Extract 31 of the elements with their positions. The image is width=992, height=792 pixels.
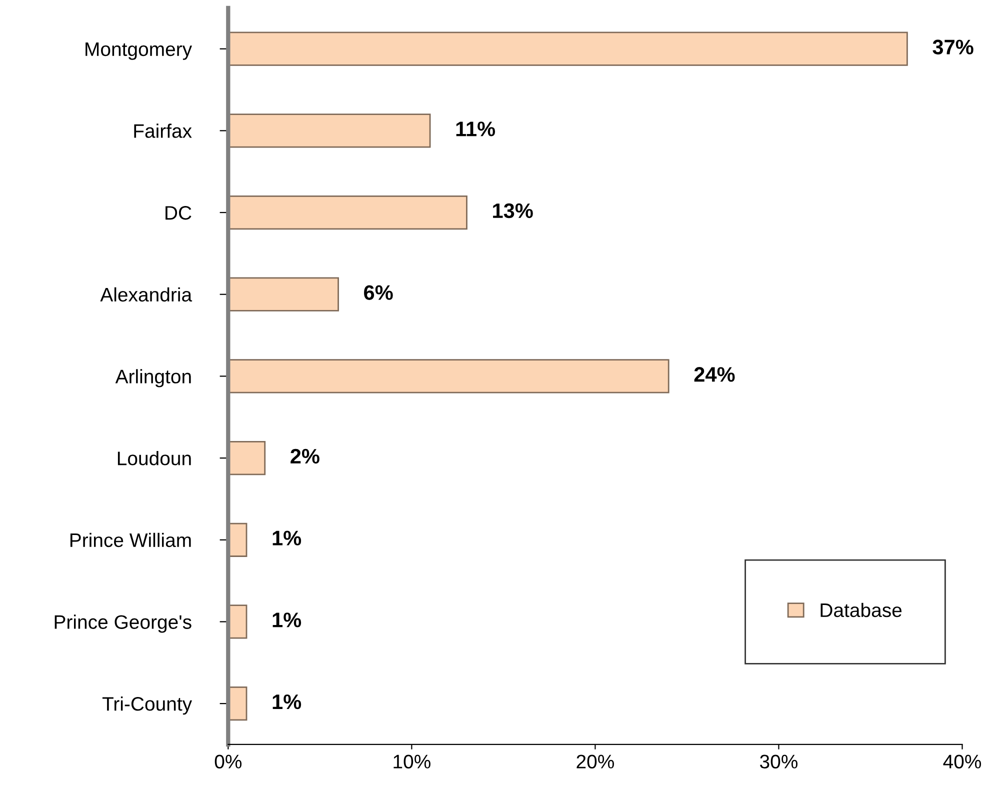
x-tick-label: 10% [394,754,430,768]
y-tick-label: Alexandria [100,287,192,302]
data-label: 6% [364,285,393,300]
bar [228,32,908,66]
data-label: 37% [932,40,974,54]
bar [228,277,339,312]
y-tick-label: Arlington [115,369,191,388]
bar [228,359,670,394]
y-tick-label: Fairfax [134,124,192,138]
data-label: 1% [272,612,302,628]
data-label: 1% [272,530,302,546]
data-label: 13% [493,203,533,218]
bar [228,604,248,639]
x-tick-label: 40% [943,754,982,768]
y-tick-label: Montgomery [86,42,192,60]
legend-label: Database [820,602,902,618]
data-label: 24% [694,367,735,382]
x-tick-label: 0% [214,754,242,768]
bar [228,114,431,148]
bar [228,440,266,476]
bar [228,195,468,230]
data-label: 11% [456,122,496,136]
y-tick-label: Loudoun [118,450,191,466]
x-tick-label: 20% [576,754,614,768]
y-tick-label: DC [166,206,192,220]
data-label: 2% [290,448,320,464]
y-tick-label: Tri-County [102,696,192,715]
y-tick-label: Prince George's [54,614,192,633]
x-tick-label: 30% [760,754,798,768]
data-label: 1% [272,694,302,710]
y-tick-label: Prince William [70,532,191,548]
